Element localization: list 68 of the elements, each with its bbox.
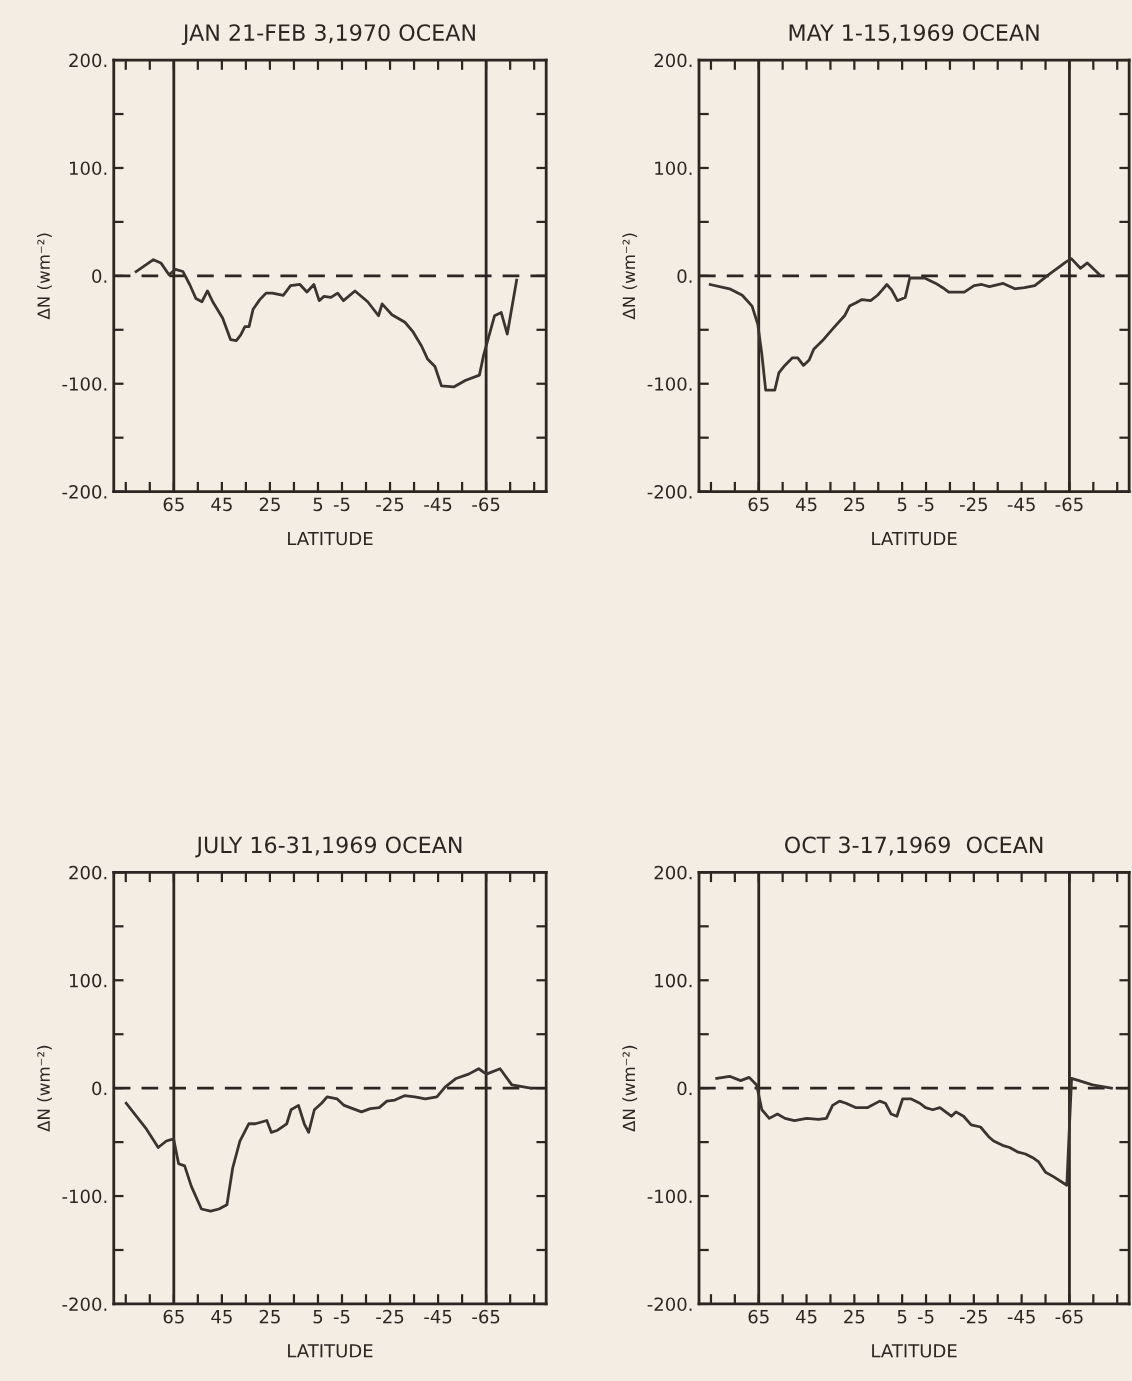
- y-tick-label: 100.: [69, 973, 107, 988]
- x-tick-label: 25: [844, 1309, 865, 1324]
- y-tick-label: -100.: [647, 1189, 692, 1204]
- x-tick-label: 25: [259, 1309, 280, 1324]
- x-tick-label: -5: [333, 1310, 350, 1324]
- x-tick-label: -65: [1055, 1309, 1083, 1324]
- y-tick-label: -200.: [647, 1297, 692, 1312]
- x-tick-label: 65: [163, 497, 184, 512]
- x-tick-label: -25: [959, 497, 987, 512]
- y-tick-label: 0.: [677, 269, 692, 283]
- y-tick-label: 200.: [69, 865, 107, 880]
- line-series: [124, 1067, 533, 1213]
- x-tick-label: 5: [313, 497, 323, 512]
- y-axis-title: ΔN (wm⁻²): [622, 1045, 638, 1132]
- line-series: [708, 257, 1103, 392]
- x-tick-label: -5: [917, 1310, 934, 1324]
- x-tick-label: -45: [424, 497, 452, 512]
- y-tick-label: 200.: [654, 53, 692, 68]
- y-tick-label: 100.: [69, 161, 107, 176]
- x-axis-title: LATITUDE: [872, 531, 957, 546]
- y-tick-label: 200.: [654, 865, 692, 880]
- x-tick-label: 5: [897, 497, 907, 512]
- x-tick-label: -5: [333, 497, 350, 512]
- x-tick-label: -25: [959, 1309, 987, 1324]
- y-tick-label: -200.: [647, 485, 692, 499]
- x-tick-label: 45: [795, 1310, 817, 1324]
- x-tick-label: -5: [917, 497, 934, 512]
- y-tick-label: -100.: [647, 377, 692, 391]
- y-tick-label: 100.: [655, 161, 692, 176]
- x-axis-title: LATITUDE: [288, 531, 373, 546]
- x-tick-label: -65: [472, 497, 500, 512]
- x-tick-label: -45: [424, 1310, 452, 1324]
- x-tick-label: 25: [844, 497, 865, 512]
- y-tick-label: 0.: [92, 1081, 107, 1096]
- y-axis-title: ΔN (wm⁻²): [37, 1045, 52, 1132]
- y-tick-label: -200.: [62, 485, 107, 499]
- y-tick-label: 0.: [92, 269, 107, 283]
- x-tick-label: 25: [259, 497, 280, 512]
- y-tick-label: 0.: [677, 1081, 692, 1096]
- chart-title: OCT 3-17,1969 OCEAN: [784, 836, 1043, 856]
- x-tick-label: -45: [1007, 1310, 1035, 1324]
- y-tick-label: 200.: [69, 53, 107, 68]
- y-tick-label: -100.: [62, 1189, 107, 1204]
- line-series: [134, 258, 519, 389]
- y-axis-title: ΔN (wm⁻²): [37, 233, 52, 320]
- line-series: [715, 1074, 1113, 1187]
- x-tick-label: -65: [472, 1309, 500, 1324]
- x-tick-label: 45: [211, 497, 232, 512]
- y-tick-label: 100.: [655, 973, 692, 988]
- chart-title: JULY 16-31,1969 OCEAN: [195, 836, 462, 858]
- x-tick-label: 65: [748, 1309, 769, 1324]
- chart-title: JAN 21-FEB 3,1970 OCEAN: [181, 24, 475, 46]
- x-tick-label: -65: [1055, 497, 1083, 512]
- x-tick-label: -45: [1007, 497, 1035, 512]
- y-tick-label: -200.: [62, 1297, 107, 1312]
- x-tick-label: 5: [313, 1310, 323, 1324]
- x-tick-label: -25: [376, 497, 404, 512]
- x-tick-label: 65: [748, 497, 769, 512]
- y-axis-title: ΔN (wm⁻²): [622, 233, 638, 320]
- x-axis-title: LATITUDE: [872, 1344, 957, 1358]
- x-tick-label: 65: [163, 1309, 184, 1324]
- x-tick-label: 45: [795, 497, 817, 512]
- x-tick-label: 45: [211, 1310, 232, 1324]
- x-tick-label: 5: [897, 1310, 907, 1324]
- x-axis-title: LATITUDE: [288, 1344, 373, 1358]
- chart-title: MAY 1-15,1969 OCEAN: [789, 24, 1039, 44]
- y-tick-label: -100.: [62, 377, 107, 391]
- x-tick-label: -25: [376, 1309, 404, 1324]
